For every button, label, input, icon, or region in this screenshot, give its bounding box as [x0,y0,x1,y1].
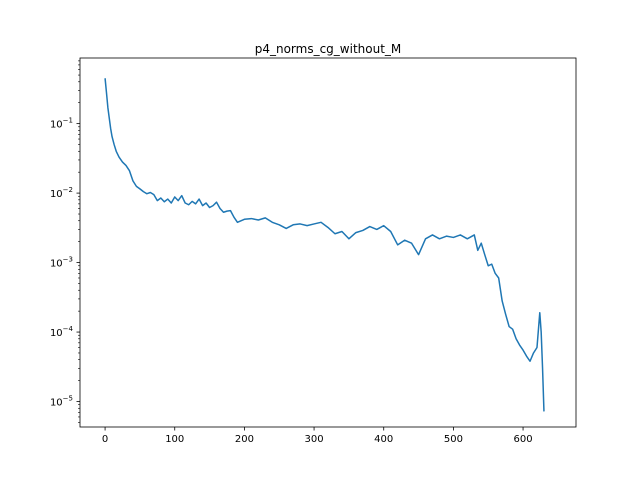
x-axis: 0 100 200 300 400 500 600 [102,427,533,445]
chart-title: p4_norms_cg_without_M [255,42,402,56]
x-tick-label: 300 [305,434,324,445]
series-line-0 [104,78,545,412]
y-tick-label: 10−4 [50,325,74,339]
y-tick-label: 10−5 [50,395,73,409]
plot-area [104,78,545,412]
x-tick-label: 500 [444,434,463,445]
y-tick-label: 10−2 [50,186,73,200]
y-tick-label: 10−3 [50,256,73,270]
axes-frame [79,57,577,428]
y-tick-label: 10−1 [50,117,73,131]
x-tick-label: 200 [235,434,254,445]
y-axis: 10−5 10−4 10−3 10−2 10−1 [50,60,80,423]
x-tick-label: 100 [165,434,184,445]
x-tick-label: 0 [102,434,108,445]
x-tick-label: 400 [374,434,393,445]
x-tick-label: 600 [514,434,533,445]
